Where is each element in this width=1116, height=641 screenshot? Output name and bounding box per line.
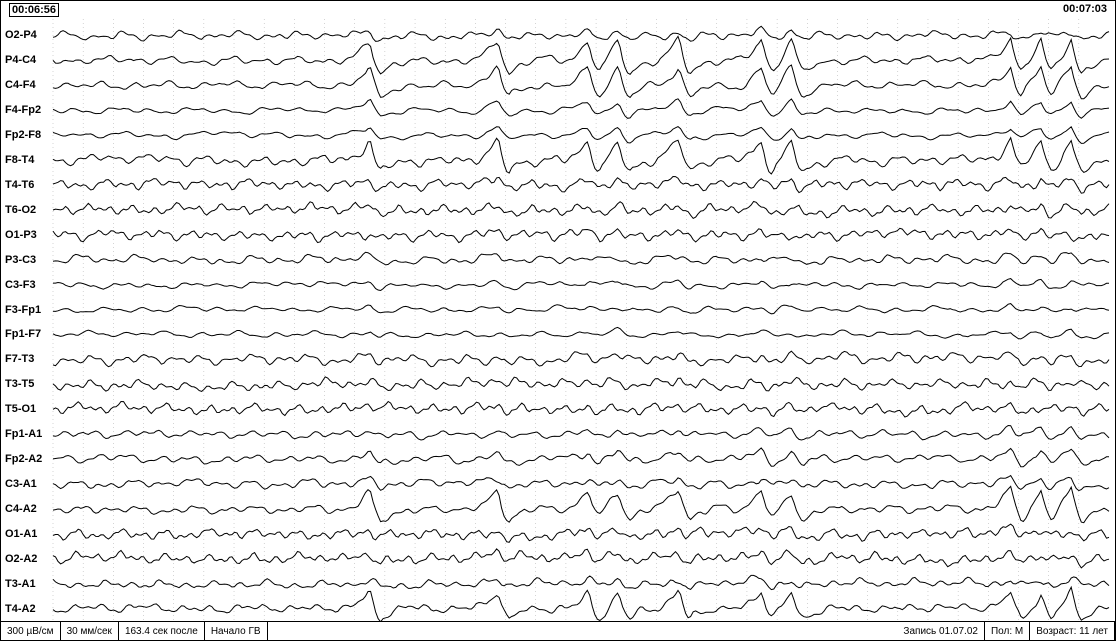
footer-age: Возраст: 11 лет (1030, 622, 1115, 640)
eeg-trace (53, 587, 1109, 622)
eeg-trace (53, 36, 1109, 74)
eeg-trace (53, 327, 1109, 339)
eeg-trace (53, 279, 1109, 291)
eeg-trace (53, 228, 1109, 242)
eeg-trace (53, 202, 1109, 219)
eeg-trace (53, 127, 1109, 144)
eeg-trace (53, 65, 1109, 99)
eeg-trace (53, 252, 1109, 265)
eeg-trace (53, 304, 1109, 314)
eeg-trace (53, 426, 1109, 441)
eeg-trace (53, 99, 1109, 119)
eeg-trace (53, 486, 1109, 522)
eeg-trace (53, 549, 1109, 568)
footer-record: Запись 01.07.02 (897, 622, 985, 640)
eeg-trace (53, 402, 1109, 418)
footer-sensitivity: 300 µВ/см (1, 622, 61, 640)
footer-event: Начало ГВ (205, 622, 268, 640)
footer-sex: Пол: М (985, 622, 1030, 640)
eeg-trace (53, 351, 1109, 367)
eeg-trace (53, 476, 1109, 491)
eeg-trace (53, 524, 1109, 542)
eeg-trace (53, 377, 1109, 392)
eeg-trace (53, 26, 1109, 41)
eeg-trace (53, 448, 1109, 467)
footer-elapsed: 163.4 сек после (119, 622, 205, 640)
eeg-plot (1, 1, 1116, 641)
eeg-trace (53, 177, 1109, 194)
footer-speed: 30 мм/сек (61, 622, 119, 640)
eeg-viewer: 00:06:56 00:07:03 O2-P4P4-C4C4-F4F4-Fp2F… (0, 0, 1116, 641)
eeg-trace (53, 138, 1109, 174)
eeg-trace (53, 575, 1109, 589)
footer-bar: 300 µВ/см 30 мм/сек 163.4 сек после Нача… (1, 621, 1115, 640)
